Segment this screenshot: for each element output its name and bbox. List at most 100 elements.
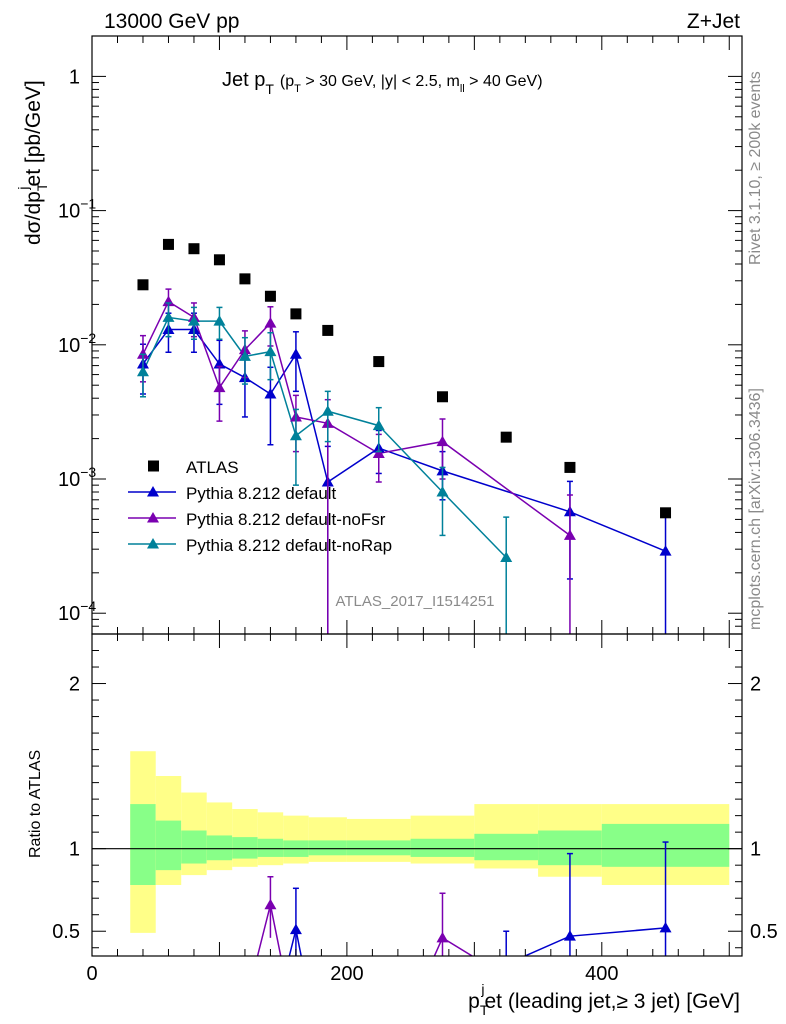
ratio-y-tick-label-right: 2 — [750, 674, 761, 696]
data-point — [264, 345, 277, 357]
legend-marker — [147, 486, 159, 497]
title-sub: T — [265, 81, 274, 97]
title-main: Jet p — [222, 69, 265, 91]
legend-entry: Pythia 8.212 default — [128, 484, 337, 503]
legend-entry: Pythia 8.212 default-noRap — [128, 536, 392, 555]
y-tick-label: 10−1 — [58, 196, 96, 223]
data-point — [213, 315, 226, 326]
analysis-watermark: ATLAS_2017_I1514251 — [335, 593, 494, 610]
data-point — [436, 486, 449, 497]
atlas-point — [264, 290, 276, 302]
ratio-point — [500, 958, 512, 969]
legend-entry: Pythia 8.212 default-noFsr — [128, 510, 386, 529]
ratio-point — [659, 921, 672, 933]
data-point — [238, 350, 251, 361]
data-point — [289, 348, 302, 359]
ratio-point — [436, 931, 449, 943]
atlas-point — [436, 391, 448, 403]
ratio-line — [433, 936, 474, 956]
data-point — [659, 545, 672, 556]
ratio-points — [264, 875, 449, 956]
ratio-frame — [91, 633, 743, 957]
rivet-label: Rivet 3.1.10, ≥ 200k events — [747, 71, 764, 265]
data-point — [187, 315, 200, 326]
legend-marker — [147, 538, 159, 549]
legend-label: ATLAS — [186, 458, 239, 477]
ratio-bands — [92, 751, 742, 933]
y-tick-label: 10−4 — [58, 598, 96, 625]
y-axis-title-bottom: Ratio to ATLAS — [27, 750, 44, 858]
band-inner — [155, 820, 182, 871]
data-point — [289, 429, 302, 441]
y-tick-label: 10−3 — [58, 464, 96, 491]
plot-title: Jet pT (pT > 30 GeV, |y| < 2.5, mll > 40 … — [222, 69, 543, 97]
atlas-point — [290, 308, 302, 320]
x-axis-title: pTjet (leading jet,≥ 3 jet) [GeV] — [468, 981, 740, 1018]
title-cond-sub2: ll — [460, 83, 465, 95]
svg-text:dσ/dpTjet [pb/GeV]: dσ/dpTjet [pb/GeV] — [15, 80, 50, 245]
data-point — [162, 311, 175, 322]
svg-text:pTjet (leading jet,≥ 3 jet) [G: pTjet (leading jet,≥ 3 jet) [GeV] — [468, 981, 740, 1018]
atlas-point — [188, 243, 200, 255]
legend-marker — [147, 512, 159, 523]
data-point — [563, 529, 576, 540]
header-right: Z+Jet — [687, 10, 740, 33]
data-point — [264, 317, 277, 328]
series-points — [136, 302, 513, 634]
ratio-y-tick-label: 0.5 — [52, 921, 80, 943]
series-lines — [142, 300, 666, 956]
ratio-point — [289, 923, 302, 935]
atlas-point — [162, 238, 174, 250]
data-point — [136, 365, 149, 377]
y-tick-label: 1 — [69, 66, 80, 88]
ratio-line — [523, 927, 666, 956]
ratio-y-tick-label: 1 — [69, 839, 80, 861]
band-inner — [206, 835, 233, 861]
legend-entry: ATLAS — [148, 458, 239, 477]
band-inner — [308, 840, 347, 856]
title-cond-end: > 40 GeV) — [465, 73, 543, 90]
y-axis-title-top: dσ/dpTjet [pb/GeV] — [15, 80, 50, 245]
x-tick-label: 200 — [330, 963, 363, 985]
band-inner — [181, 830, 207, 864]
data-marks — [136, 238, 672, 969]
atlas-point — [564, 461, 576, 473]
atlas-point — [322, 324, 334, 336]
band-outer — [257, 812, 284, 866]
ratio-point — [264, 898, 277, 910]
legend: ATLAS Pythia 8.212 default Pythia 8.212 de… — [128, 458, 392, 555]
atlas-point — [660, 507, 672, 519]
x-tick-label: 400 — [585, 963, 618, 985]
ratio-points — [289, 841, 672, 969]
atlas-point — [373, 356, 385, 368]
data-point — [372, 447, 385, 458]
data-point — [372, 419, 385, 431]
ratio-y-tick-label-right: 1 — [750, 839, 761, 861]
ratio-y-tick-label-right: 0.5 — [750, 921, 778, 943]
x-tick-label: 0 — [86, 963, 97, 985]
svg-text:Jet pT(pT > 30 GeV, |y| < 2.5,: Jet pT (pT > 30 GeV, |y| < 2.5, mll > 40 … — [222, 69, 543, 97]
series-line-pythia-8-212-default — [142, 328, 666, 552]
data-point — [213, 381, 226, 393]
y-tick-label: 10−2 — [58, 330, 96, 357]
legend-label: Pythia 8.212 default-noFsr — [186, 510, 386, 529]
title-cond: (p — [280, 73, 294, 90]
title-cond-rest: > 30 GeV, |y| < 2.5, m — [301, 73, 460, 90]
band-inner — [474, 833, 539, 861]
series-polyline — [142, 328, 666, 552]
title-cond-sub: T — [294, 83, 301, 95]
ratio-point — [563, 930, 576, 941]
data-point — [500, 551, 513, 563]
band-inner — [410, 838, 475, 857]
atlas-point — [137, 279, 149, 291]
legend-label: Pythia 8.212 default — [186, 484, 337, 503]
atlas-point — [500, 431, 512, 443]
atlas-point — [239, 273, 251, 285]
ratio-y-tick-label: 2 — [69, 674, 80, 696]
band-inner — [346, 840, 411, 856]
atlas-point — [213, 254, 225, 266]
data-point — [436, 435, 449, 447]
mcplots-label: mcplots.cern.ch [arXiv:1306.3436] — [747, 388, 764, 630]
ratio-line — [288, 929, 302, 956]
